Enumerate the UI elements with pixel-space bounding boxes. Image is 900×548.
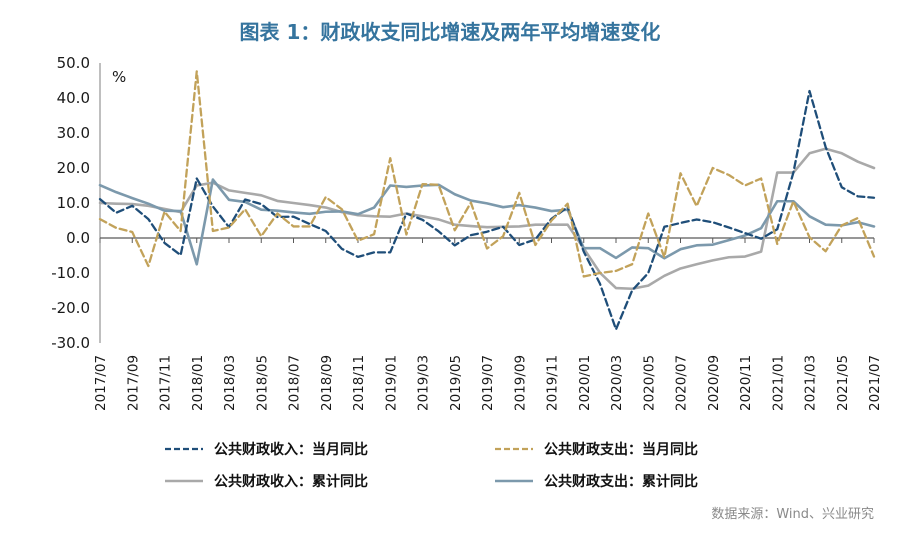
x-tick-label: 2018/03 bbox=[222, 355, 238, 411]
y-tick-label: 0.0 bbox=[66, 229, 90, 247]
x-tick-label: 2019/09 bbox=[512, 355, 528, 411]
x-tick-label: 2020/03 bbox=[609, 355, 625, 411]
x-tick-label: 2020/05 bbox=[641, 355, 657, 411]
y-axis-unit-label: % bbox=[112, 68, 126, 86]
y-tick-label: 10.0 bbox=[57, 194, 90, 212]
legend-swatch-line bbox=[495, 479, 533, 483]
x-tick-label: 2020/09 bbox=[706, 355, 722, 411]
x-tick-label: 2020/11 bbox=[738, 355, 754, 411]
x-tick-label: 2017/07 bbox=[93, 355, 109, 411]
x-tick-label: 2021/05 bbox=[835, 355, 851, 411]
legend-item: 公共财政收入：当月同比 bbox=[120, 439, 450, 459]
data-source: 数据来源：Wind、兴业研究 bbox=[711, 507, 874, 522]
legend-item: 公共财政支出：累计同比 bbox=[450, 471, 780, 491]
y-tick-label: 40.0 bbox=[57, 89, 90, 107]
y-tick-label: -30.0 bbox=[51, 334, 90, 352]
x-tick-label: 2020/01 bbox=[577, 355, 593, 411]
x-tick-label: 2021/07 bbox=[867, 355, 883, 411]
x-tick-label: 2019/07 bbox=[480, 355, 496, 411]
legend-label: 公共财政收入：累计同比 bbox=[214, 474, 368, 490]
y-tick-label: -20.0 bbox=[51, 299, 90, 317]
x-tick-label: 2020/07 bbox=[674, 355, 690, 411]
x-tick-label: 2018/07 bbox=[287, 355, 303, 411]
series-line-公共财政支出：累计同比 bbox=[98, 178, 876, 266]
series-line-公共财政收入：当月同比 bbox=[98, 89, 876, 331]
line-chart: 50.0 40.0 30.0 20.0 10.0 0.0 -10.0 -20.0 -30.0% 2… bbox=[51, 54, 883, 411]
x-tick-label: 2018/05 bbox=[254, 355, 270, 411]
series-line-公共财政收入：累计同比 bbox=[98, 147, 876, 291]
x-tick-label: 2019/01 bbox=[383, 355, 399, 411]
legend-swatch-line bbox=[165, 479, 203, 483]
x-tick-label: 2021/01 bbox=[770, 355, 786, 411]
x-tick-label: 2017/09 bbox=[125, 355, 141, 411]
y-tick-label: 30.0 bbox=[57, 124, 90, 142]
x-tick-label: 2018/01 bbox=[190, 355, 206, 411]
legend-label: 公共财政支出：当月同比 bbox=[544, 442, 698, 458]
y-tick-label: -10.0 bbox=[51, 264, 90, 282]
x-tick-label: 2019/03 bbox=[416, 355, 432, 411]
legend-item: 公共财政支出：当月同比 bbox=[450, 439, 780, 459]
x-tick-label: 2019/11 bbox=[545, 355, 561, 411]
x-tick-label: 2018/11 bbox=[351, 355, 367, 411]
x-tick-label: 2018/09 bbox=[319, 355, 335, 411]
legend-swatch-line bbox=[165, 447, 203, 451]
legend-swatch-line bbox=[495, 447, 533, 451]
y-tick-label: 50.0 bbox=[57, 54, 90, 72]
x-tick-label: 2017/11 bbox=[158, 355, 174, 411]
x-tick-label: 2021/03 bbox=[803, 355, 819, 411]
legend-label: 公共财政支出：累计同比 bbox=[544, 474, 698, 490]
x-tick-label: 2019/05 bbox=[448, 355, 464, 411]
legend-label: 公共财政收入：当月同比 bbox=[214, 442, 368, 458]
legend-item: 公共财政收入：累计同比 bbox=[120, 471, 450, 491]
chart-legend: 公共财政收入：当月同比 公共财政支出：当月同比公共财政收入：累计同比 公共财政支出：… bbox=[120, 439, 780, 491]
y-tick-label: 20.0 bbox=[57, 159, 90, 177]
chart-title: 图表 1：财政收支同比增速及两年平均增速变化 bbox=[239, 20, 661, 44]
series-line-公共财政支出：当月同比 bbox=[98, 70, 876, 278]
